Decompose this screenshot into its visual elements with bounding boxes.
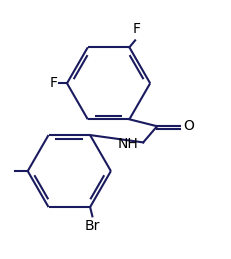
Text: NH: NH [118, 136, 139, 150]
Text: O: O [184, 119, 195, 133]
Text: F: F [50, 76, 58, 90]
Text: F: F [132, 22, 140, 36]
Text: Br: Br [85, 219, 100, 233]
